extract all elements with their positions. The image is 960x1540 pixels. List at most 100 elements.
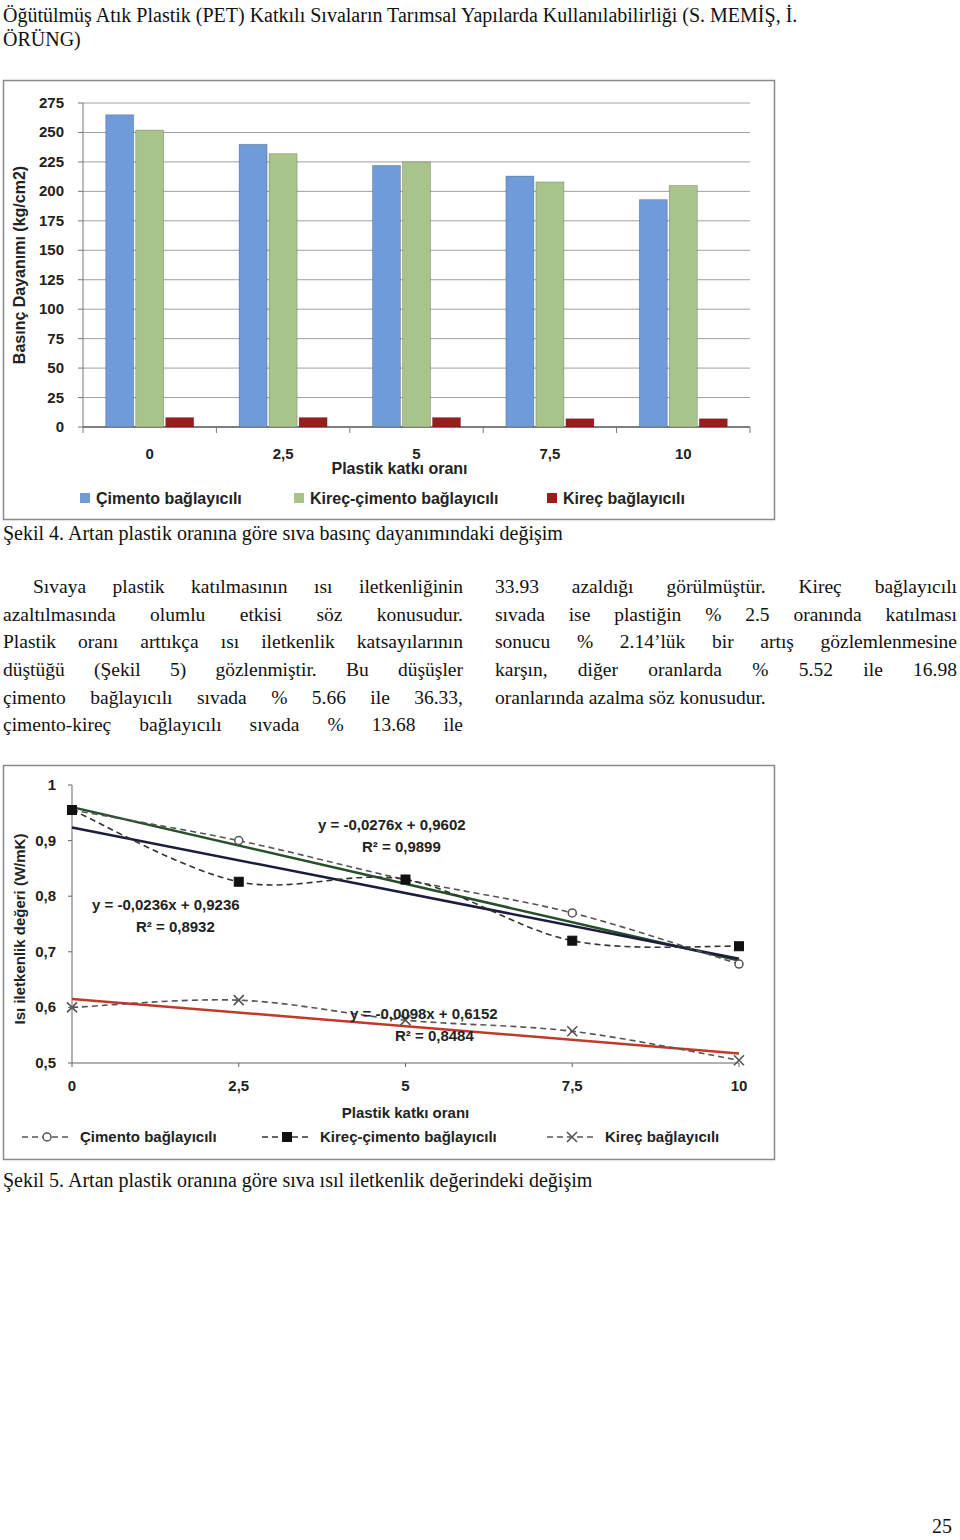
marker: [68, 806, 76, 814]
marker: [735, 942, 744, 951]
body-text-line: oranlarında azalma söz konusudur.: [495, 686, 766, 710]
category-separator: [83, 427, 84, 433]
bar: [136, 130, 164, 427]
body-text-line: düştüğü (Şekil 5) gözlenmiştir. Bu düşüş…: [3, 658, 463, 682]
y-axis-title: Isı iletkenlik değeri (W/mK): [11, 834, 28, 1025]
bar: [403, 162, 431, 427]
x-tick-label: 7,5: [539, 445, 560, 462]
marker: [402, 876, 410, 884]
body-text-line: sıvada ise plastiğin % 2.5 oranında katı…: [495, 603, 957, 627]
x-tick: [739, 1063, 740, 1067]
x-tick-label: 10: [675, 445, 692, 462]
page-number: 25: [932, 1514, 952, 1538]
x-tick: [72, 1063, 73, 1067]
y-tick-label: 0,8: [35, 887, 56, 904]
y-tick-label: 225: [39, 153, 64, 170]
legend-swatch: [294, 493, 304, 503]
bar: [639, 200, 667, 427]
y-tick: [78, 427, 83, 428]
marker: [43, 1133, 51, 1141]
chart-frame: [4, 766, 775, 1160]
body-text-line: Sıvaya plastik katılmasının ısı iletkenl…: [33, 575, 463, 599]
y-tick: [68, 785, 72, 786]
y-tick: [68, 840, 72, 841]
series-line: [72, 810, 739, 964]
body-text-line: sonucu % 2.14’lük bir artış gözlemlenmes…: [495, 630, 957, 654]
x-tick-label: 5: [401, 1077, 409, 1094]
figure-caption: Şekil 4. Artan plastik oranına göre sıva…: [3, 521, 563, 545]
marker: [567, 1132, 577, 1142]
figure-4: 025507510012515017520022525027502,557,51…: [4, 81, 775, 520]
y-tick-label: 25: [47, 389, 64, 406]
y-tick: [78, 132, 83, 133]
y-tick-label: 0: [56, 418, 64, 435]
y-tick-label: 0,9: [35, 832, 56, 849]
legend-label: Çimento bağlayıcılı: [96, 490, 242, 507]
body-text-line: karşın, diğer oranlarda % 5.52 ile 16.98: [495, 658, 957, 682]
y-tick-label: 250: [39, 123, 64, 140]
x-tick-label: 0: [68, 1077, 76, 1094]
bar: [669, 185, 697, 427]
legend-swatch: [80, 493, 90, 503]
y-tick: [68, 951, 72, 952]
y-tick: [78, 309, 83, 310]
y-tick: [78, 220, 83, 221]
x-tick-label: 2,5: [273, 445, 294, 462]
category-separator: [349, 427, 350, 433]
category-separator: [616, 427, 617, 433]
marker: [283, 1133, 292, 1142]
bar: [566, 419, 594, 427]
marker: [734, 1055, 744, 1065]
x-axis: [72, 1063, 739, 1064]
legend-label: Kireç bağlayıcılı: [605, 1128, 719, 1145]
x-tick: [405, 1063, 406, 1067]
marker: [234, 995, 244, 1005]
y-tick-label: 125: [39, 271, 64, 288]
y-tick-label: 0,6: [35, 998, 56, 1015]
y-tick-label: 50: [47, 359, 64, 376]
bar: [373, 165, 401, 427]
category-separator: [483, 427, 484, 433]
y-tick-label: 150: [39, 241, 64, 258]
series-line: [72, 1000, 739, 1060]
x-tick-label: 2,5: [228, 1077, 249, 1094]
bar: [433, 418, 461, 427]
bar: [699, 419, 727, 427]
trend-r2: R² = 0,8932: [136, 918, 215, 935]
x-tick: [572, 1063, 573, 1067]
body-text-line: Plastik oranı arttıkça ısı iletkenlik ka…: [3, 630, 463, 654]
marker: [235, 837, 243, 845]
body-text-line: çimento bağlayıcılı sıvada % 5.66 ile 36…: [3, 686, 463, 710]
marker: [67, 1002, 77, 1012]
bar: [536, 182, 564, 427]
y-axis-title: Basınç Dayanımı (kg/cm2): [11, 166, 28, 364]
y-tick: [68, 1063, 72, 1064]
y-tick: [78, 161, 83, 162]
y-tick: [78, 191, 83, 192]
running-header: Öğütülmüş Atık Plastik (PET) Katkılı Sıv…: [3, 3, 797, 27]
trend-line: [72, 807, 739, 960]
bar: [506, 176, 534, 427]
y-tick: [78, 338, 83, 339]
y-tick: [78, 368, 83, 369]
body-text-line: 33.93 azaldığı görülmüştür. Kireç bağlay…: [495, 575, 957, 599]
grid-line: [83, 132, 750, 133]
running-header: ÖRÜNG): [3, 27, 81, 51]
y-tick-label: 0,5: [35, 1054, 56, 1071]
y-tick: [78, 103, 83, 104]
page-graphics: 025507510012515017520022525027502,557,51…: [0, 0, 960, 1540]
x-tick-label: 10: [731, 1077, 748, 1094]
category-separator: [750, 427, 751, 433]
legend-label: Çimento bağlayıcılı: [80, 1128, 217, 1145]
legend-label: Kireç-çimento bağlayıcılı: [310, 490, 499, 507]
y-tick-label: 100: [39, 300, 64, 317]
x-tick-label: 0: [146, 445, 154, 462]
y-tick-label: 275: [39, 94, 64, 111]
figure-5: 0,50,60,70,80,9102,557,510y = -0,0276x +…: [4, 766, 775, 1160]
trend-equation: y = -0,0236x + 0,9236: [92, 896, 240, 913]
legend-label: Kireç-çimento bağlayıcılı: [320, 1128, 497, 1145]
trend-equation: y = -0,0276x + 0,9602: [318, 816, 466, 833]
trend-line: [72, 999, 739, 1053]
figure-caption: Şekil 5. Artan plastik oranına göre sıva…: [3, 1168, 592, 1192]
marker: [568, 909, 576, 917]
